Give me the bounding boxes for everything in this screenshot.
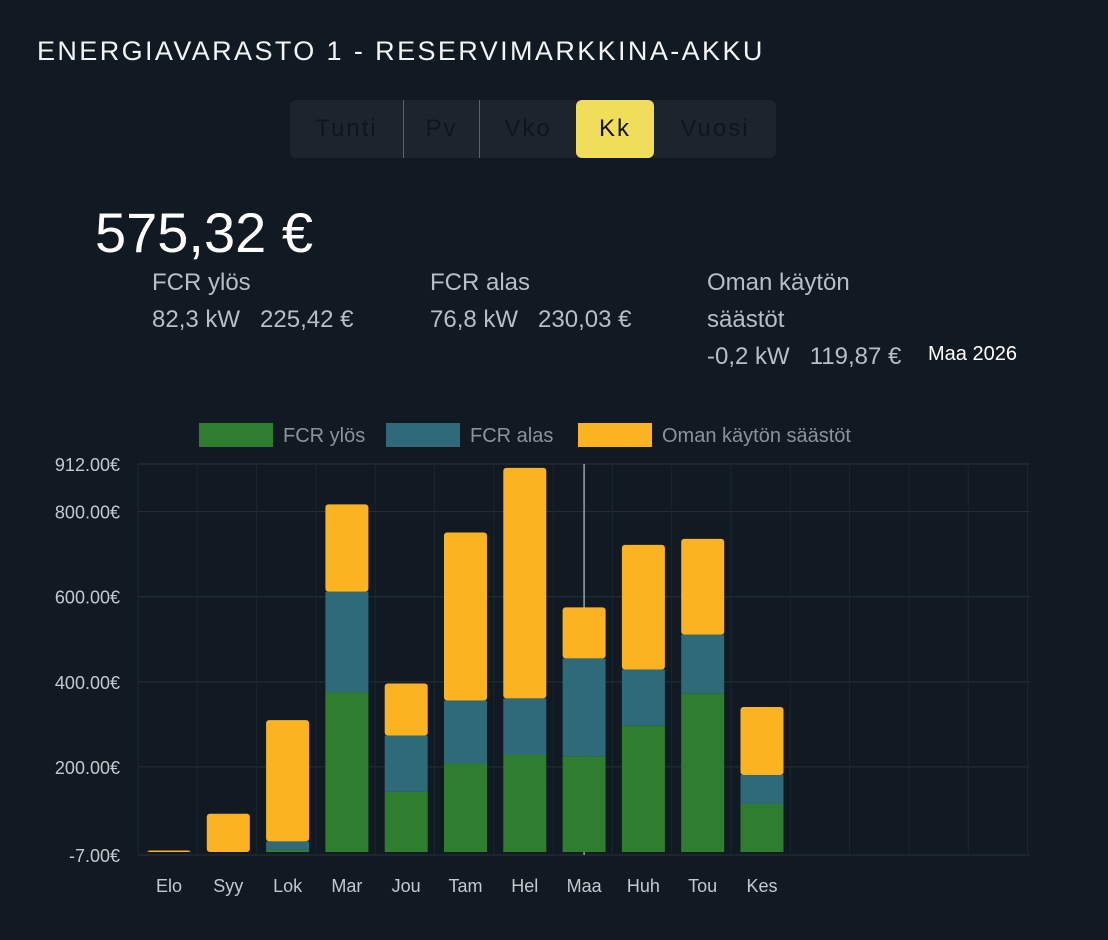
y-tick-label: 400.00€: [55, 673, 120, 693]
bar-tou-series-1: [681, 693, 725, 853]
bar-huh-series-2: [621, 669, 665, 726]
bar-maa-series-3: [562, 607, 606, 659]
total-amount: 575,32 €: [95, 201, 313, 264]
x-tick-label: Kes: [746, 876, 777, 896]
period-tabs: Tunti Pv Vko Kk Vuosi: [290, 100, 776, 158]
bar-kes-series-2: [740, 775, 784, 804]
bar-lok-series-3: [266, 720, 310, 842]
legend-swatch: [578, 423, 652, 447]
x-tick-label: Lok: [273, 876, 303, 896]
bar-hel-series-3: [503, 467, 547, 699]
bar-maa-series-2: [562, 658, 606, 757]
period-label: Maa 2026: [928, 343, 1017, 365]
self-use-stat: Oman käytön säästöt -0,2 kW 119,87 €: [707, 264, 901, 375]
bar-tam-series-3: [444, 532, 487, 701]
bar-mar-series-2: [325, 591, 369, 693]
fcr-down-power: 76,8 kW: [430, 306, 519, 333]
fcr-down-label: FCR alas: [430, 269, 531, 296]
bar-elo-series-3: [147, 850, 191, 853]
page-title: ENERGIAVARASTO 1 - RESERVIMARKKINA-AKKU: [37, 36, 765, 66]
bar-tou-series-2: [681, 634, 725, 694]
fcr-up-power: 82,3 kW: [152, 306, 241, 333]
bar-tou-series-3: [681, 538, 725, 635]
x-tick-label: Syy: [213, 876, 243, 896]
bar-syy-series-3: [206, 813, 250, 853]
bar-mar-series-1: [325, 692, 369, 853]
legend-swatch: [199, 423, 273, 447]
tab-hour[interactable]: Tunti: [290, 100, 404, 158]
self-use-label-2: säästöt: [707, 306, 785, 333]
bar-kes-series-1: [740, 803, 784, 853]
x-tick-label: Jou: [392, 876, 421, 896]
y-tick-label: 800.00€: [55, 503, 120, 523]
y-tick-label: 912.00€: [55, 455, 120, 475]
y-tick-label: 200.00€: [55, 758, 120, 778]
y-tick-label: -7.00€: [69, 846, 120, 866]
fcr-up-amount: 225,42 €: [260, 306, 354, 333]
bar-tam-series-2: [444, 700, 487, 764]
bar-jou-series-3: [384, 683, 428, 736]
bar-jou-series-2: [384, 735, 428, 792]
bar-huh-series-1: [621, 725, 665, 853]
x-tick-label: Maa: [567, 876, 603, 896]
bar-jou-series-1: [384, 791, 428, 853]
x-tick-label: Hel: [511, 876, 538, 896]
y-tick-label: 600.00€: [55, 588, 120, 608]
x-tick-label: Tam: [448, 876, 482, 896]
bar-maa-series-1: [562, 756, 606, 853]
fcr-up-label: FCR ylös: [152, 269, 251, 296]
self-use-label-1: Oman käytön: [707, 269, 850, 296]
bar-huh-series-3: [621, 544, 665, 670]
bar-lok-series-1: [266, 849, 310, 853]
stacked-bar-chart: FCR ylös FCR alas Oman käytön säästöt 912.0…: [55, 423, 1030, 896]
bar-kes-series-3: [740, 706, 784, 776]
self-use-power: -0,2 kW: [707, 343, 790, 370]
tab-month[interactable]: Kk: [576, 100, 654, 158]
legend-label: FCR ylös: [283, 425, 365, 447]
bar-lok-series-2: [266, 841, 310, 850]
bar-tam-series-1: [444, 763, 487, 853]
bar-hel-series-1: [503, 755, 547, 853]
tab-day[interactable]: Pv: [404, 100, 480, 158]
fcr-down-amount: 230,03 €: [538, 306, 632, 333]
x-tick-label: Mar: [331, 876, 362, 896]
bar-hel-series-2: [503, 698, 547, 756]
self-use-amount: 119,87 €: [809, 343, 902, 370]
tab-year[interactable]: Vuosi: [680, 115, 750, 142]
x-tick-label: Tou: [688, 876, 717, 896]
legend-swatch: [386, 423, 460, 447]
fcr-down-stat: FCR alas 76,8 kW 230,03 €: [430, 264, 631, 338]
bar-mar-series-3: [325, 504, 369, 592]
x-tick-label: Elo: [156, 876, 182, 896]
fcr-up-stat: FCR ylös 82,3 kW 225,42 €: [152, 264, 353, 338]
legend-label: FCR alas: [470, 425, 553, 447]
legend-label: Oman käytön säästöt: [662, 425, 851, 447]
x-tick-label: Huh: [627, 876, 660, 896]
tab-week[interactable]: Vko: [504, 115, 552, 142]
